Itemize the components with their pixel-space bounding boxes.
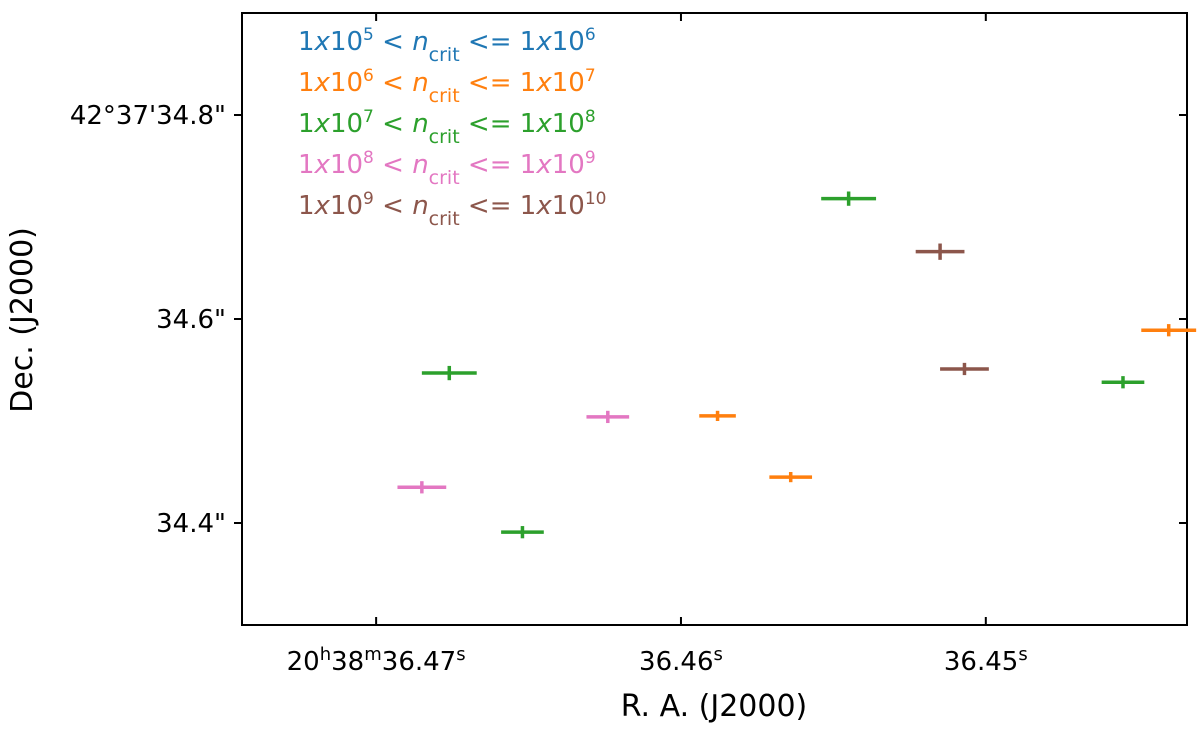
y-tick-label: 34.6": [156, 305, 226, 335]
y-axis-label: Dec. (J2000): [5, 227, 40, 413]
legend-entry: 1x107 < ncrit <= 1x108: [298, 107, 596, 148]
data-point: [586, 410, 630, 424]
data-point: [769, 472, 813, 483]
x-tick-label: 20h38m36.47s: [287, 644, 466, 678]
x-tick-label: 36.45s: [944, 644, 1028, 678]
legend-entry: 1x109 < ncrit <= 1x1010: [298, 189, 606, 230]
data-points: [397, 191, 1197, 539]
data-point: [699, 410, 736, 421]
data-point: [421, 365, 477, 381]
data-point: [940, 362, 989, 376]
x-tick-label: 36.46s: [639, 644, 723, 678]
data-point: [397, 481, 447, 494]
data-point: [1141, 324, 1197, 337]
legend-entry: 1x108 < ncrit <= 1x109: [298, 148, 596, 189]
data-point: [821, 191, 877, 206]
plot-frame: [241, 12, 1188, 626]
data-point: [915, 243, 965, 260]
data-point: [1101, 376, 1145, 389]
legend-entry: 1x106 < ncrit <= 1x107: [298, 66, 596, 107]
y-tick-label: 42°37'34.8": [70, 101, 226, 131]
x-axis-label: R. A. (J2000): [621, 689, 808, 724]
x-axis-ticks: 20h38m36.47s 36.46s 36.45s: [287, 13, 1028, 677]
legend-entry: 1x105 < ncrit <= 1x106: [298, 25, 596, 66]
y-tick-label: 34.4": [156, 509, 226, 539]
y-axis-ticks: 42°37'34.8" 34.6" 34.4": [70, 101, 1187, 539]
data-point: [501, 526, 544, 539]
